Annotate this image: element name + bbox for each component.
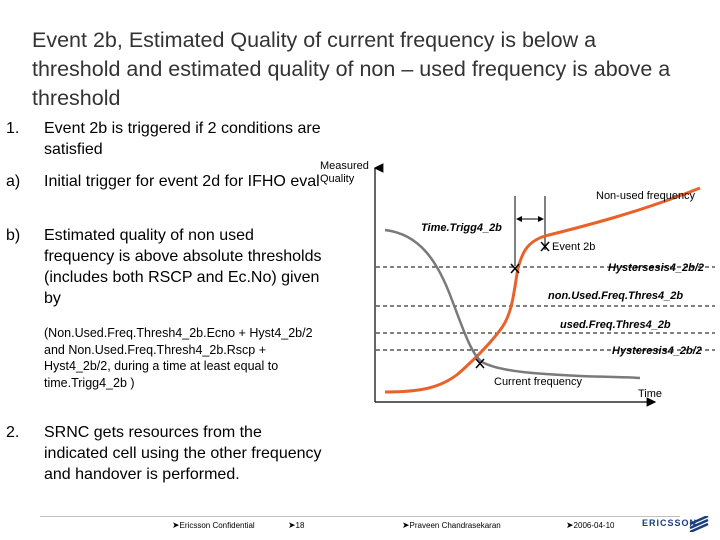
ericsson-logo-text: ERICSSON	[642, 518, 698, 528]
list-item-text: SRNC gets resources from the indicated c…	[44, 424, 322, 483]
arrow-bullet-icon: ➤	[566, 520, 574, 530]
y-axis-label-measured: Measured	[320, 160, 369, 172]
ericsson-logo-icon	[689, 516, 709, 532]
non-used-frequency-label: Non-used frequency	[596, 190, 696, 202]
list-item-number: 2.	[6, 424, 20, 441]
footer-divider	[40, 516, 680, 517]
arrow-bullet-icon: ➤	[288, 520, 296, 530]
event-2b-label: Event 2b	[552, 241, 596, 253]
x-marker-icon	[475, 358, 485, 369]
slide-title: Event 2b, Estimated Quality of current f…	[32, 28, 671, 110]
footer-date: ➤2006-04-10	[566, 520, 615, 530]
time-trigger-label: Time.Trigg4_2b	[421, 222, 502, 234]
used-threshold-label: used.Freq.Thres4_2b	[560, 319, 671, 331]
list-item-number: 1.	[6, 120, 20, 137]
hysteresis-upper-label: Hystersesis4_2b/2	[608, 262, 705, 274]
list-item-number: b)	[6, 227, 21, 244]
non-used-frequency-curve	[384, 186, 701, 394]
x-axis-label-time: Time	[638, 388, 663, 400]
list-item-text: Estimated quality of non used frequency …	[44, 227, 322, 307]
list-item-text: Initial trigger for event 2d for IFHO ev…	[44, 173, 320, 190]
footer-confidential: ➤Ericsson Confidential	[172, 520, 255, 530]
arrow-bullet-icon: ➤	[172, 520, 180, 530]
x-marker-icon	[510, 263, 520, 274]
footer-author: ➤Praveen Chandrasekaran	[402, 520, 501, 530]
hysteresis-lower-label: Hysteresis4_2b/2	[612, 345, 702, 357]
y-axis-label-quality: Quality	[320, 173, 355, 185]
footer-page-number: ➤18	[288, 520, 305, 530]
non-used-threshold-label: non.Used.Freq.Thres4_2b	[548, 290, 684, 302]
x-marker-icon	[540, 241, 550, 252]
threshold-formula-note: (Non.Used.Freq.Thresh4_2b.Ecno + Hyst4_2…	[44, 326, 313, 390]
list-item-text: Event 2b is triggered if 2 conditions ar…	[44, 120, 321, 158]
arrow-bullet-icon: ➤	[402, 520, 410, 530]
current-frequency-label: Current frequency	[494, 376, 583, 388]
list-item-number: a)	[6, 173, 21, 190]
